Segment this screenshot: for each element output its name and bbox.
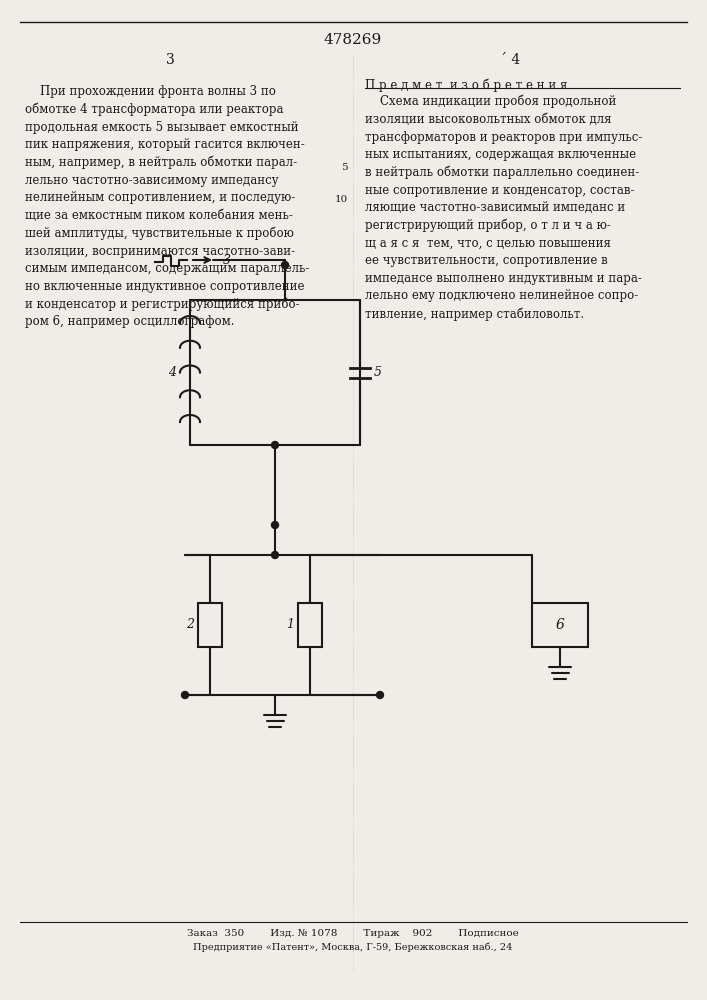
Text: 3: 3 xyxy=(223,253,231,266)
Circle shape xyxy=(271,552,279,558)
Bar xyxy=(532,603,588,647)
Text: П р е д м е т  и з о б р е т е н и я: П р е д м е т и з о б р е т е н и я xyxy=(365,78,568,92)
Circle shape xyxy=(182,692,189,698)
Text: 478269: 478269 xyxy=(324,33,382,47)
Text: 6: 6 xyxy=(556,618,564,632)
Text: 1: 1 xyxy=(286,618,294,632)
Bar xyxy=(198,603,222,647)
Text: 10: 10 xyxy=(334,196,348,205)
Text: При прохождении фронта волны 3 по
обмотке 4 трансформатора или реактора
продольн: При прохождении фронта волны 3 по обмотк… xyxy=(25,85,310,328)
Text: 5: 5 xyxy=(374,366,382,379)
Text: 3: 3 xyxy=(165,53,175,67)
Text: 4: 4 xyxy=(168,366,176,379)
Text: ´ 4: ´ 4 xyxy=(500,53,520,67)
Circle shape xyxy=(377,692,383,698)
Text: Схема индикации пробоя продольной
изоляции высоковольтных обмоток для
трансформа: Схема индикации пробоя продольной изоляц… xyxy=(365,95,643,321)
Text: Предприятие «Патент», Москва, Г-59, Бережковская наб., 24: Предприятие «Патент», Москва, Г-59, Бере… xyxy=(193,942,513,952)
Circle shape xyxy=(281,261,288,268)
Bar xyxy=(298,603,322,647)
Text: 2: 2 xyxy=(186,618,194,632)
Text: 5: 5 xyxy=(341,163,348,172)
Text: Заказ  350        Изд. № 1078        Тираж    902        Подписное: Заказ 350 Изд. № 1078 Тираж 902 Подписно… xyxy=(187,930,519,938)
Circle shape xyxy=(271,522,279,528)
Circle shape xyxy=(271,442,279,448)
